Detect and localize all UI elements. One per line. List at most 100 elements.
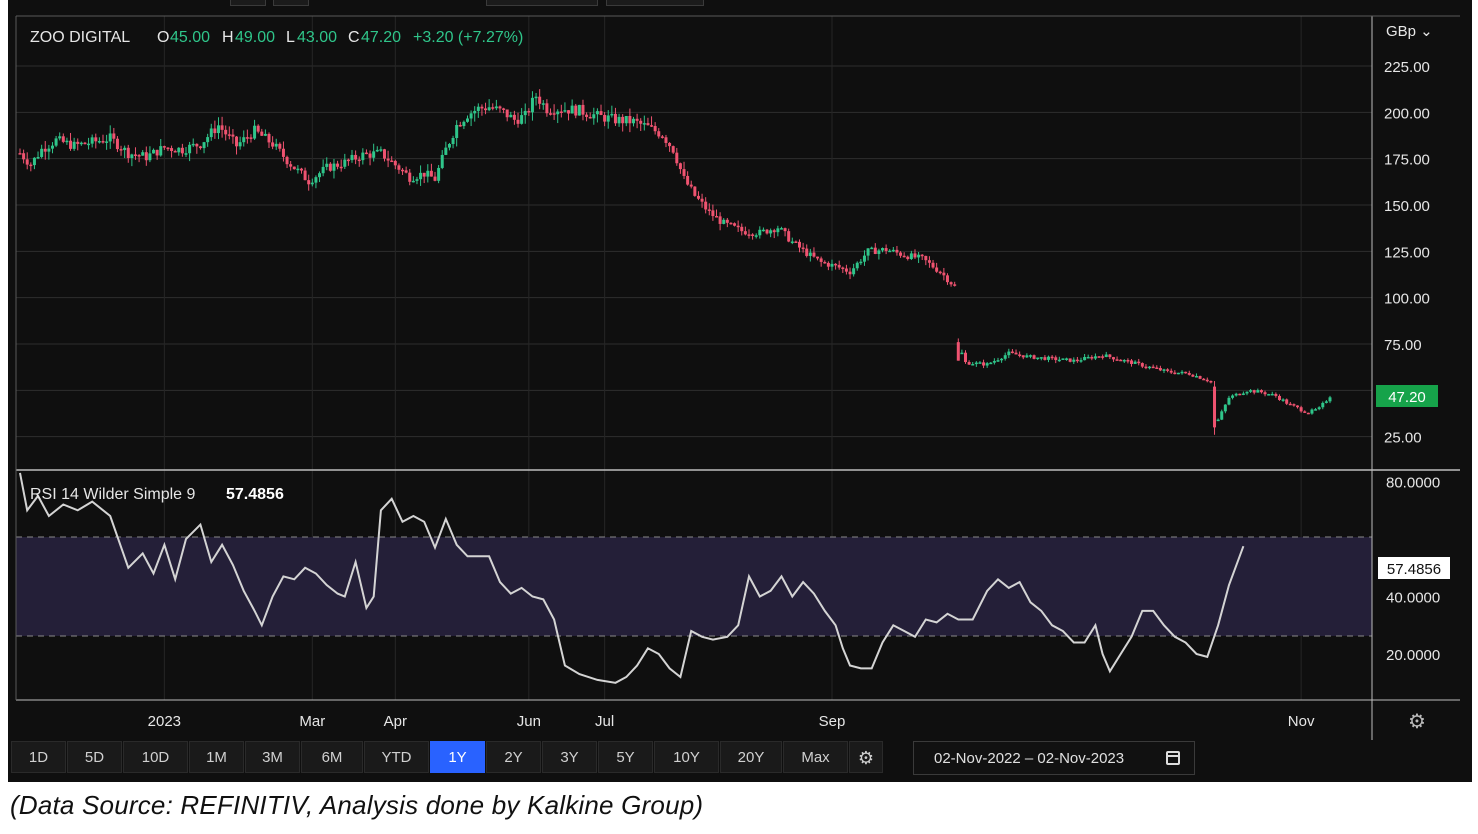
candle-body xyxy=(628,115,632,124)
currency-selector[interactable]: GBp ⌄ xyxy=(1386,22,1433,40)
candle-body xyxy=(743,231,747,235)
candle-body xyxy=(765,229,769,234)
calendar-icon[interactable] xyxy=(1166,751,1180,765)
candle-body xyxy=(675,152,679,164)
candle-body xyxy=(1090,356,1094,359)
chevron-down-icon: ⌄ xyxy=(1416,23,1433,40)
data-source-caption: (Data Source: REFINITIV, Analysis done b… xyxy=(10,790,704,820)
candle-body xyxy=(779,228,783,230)
range-button-ytd[interactable]: YTD xyxy=(364,741,429,773)
candle-body xyxy=(693,186,697,196)
candle-body xyxy=(552,113,556,115)
candle-body xyxy=(563,110,567,112)
candle-body xyxy=(1306,412,1310,415)
rsi-tick-label: 80.0000 xyxy=(1386,475,1440,492)
ohlc-change: +3.20 (+7.27%) xyxy=(413,29,523,46)
candle-body xyxy=(834,263,838,266)
candle-body xyxy=(956,342,960,361)
top-tab[interactable] xyxy=(486,0,598,6)
price-tick-label: 200.00 xyxy=(1384,105,1430,122)
candle-body xyxy=(415,179,419,181)
settings-icon[interactable]: ⚙ xyxy=(1408,711,1426,733)
candle-body xyxy=(29,164,33,167)
candle-body xyxy=(1321,402,1325,408)
range-button-10d[interactable]: 10D xyxy=(123,741,188,773)
candle-body xyxy=(235,136,239,147)
candle-body xyxy=(1119,359,1123,362)
range-button-6m[interactable]: 6M xyxy=(301,741,363,773)
candle-body xyxy=(1267,394,1271,396)
candle-body xyxy=(137,155,141,157)
candle-body xyxy=(642,123,646,125)
candle-body xyxy=(989,362,993,365)
candle-body xyxy=(1025,355,1029,358)
candle-body xyxy=(1241,393,1245,395)
gear-icon[interactable]: ⚙ xyxy=(849,741,883,773)
range-button-2y[interactable]: 2Y xyxy=(486,741,541,773)
candle-body xyxy=(455,124,459,139)
candle-body xyxy=(50,145,54,149)
candle-body xyxy=(440,154,444,168)
candle-body xyxy=(704,201,708,210)
candle-body xyxy=(484,108,488,111)
range-button-3m[interactable]: 3M xyxy=(245,741,300,773)
candle-body xyxy=(1014,352,1018,355)
candle-body xyxy=(502,108,506,110)
candle-body xyxy=(812,252,816,257)
candle-body xyxy=(725,219,729,223)
candle-body xyxy=(180,147,184,154)
candle-body xyxy=(570,105,574,114)
candle-body xyxy=(1057,359,1061,362)
candle-body xyxy=(386,158,390,161)
candle-body xyxy=(429,170,433,177)
range-button-1d[interactable]: 1D xyxy=(11,741,66,773)
candle-body xyxy=(198,146,202,149)
candle-body xyxy=(292,166,296,170)
range-button-20y[interactable]: 20Y xyxy=(720,741,782,773)
candle-body xyxy=(1007,351,1011,356)
date-range-picker[interactable]: 02-Nov-2022 – 02-Nov-2023 xyxy=(913,741,1195,775)
candle-body xyxy=(328,163,332,171)
candle-body xyxy=(862,255,866,262)
candle-body xyxy=(754,235,758,237)
candle-body xyxy=(700,198,704,202)
candle-body xyxy=(357,159,361,162)
candle-body xyxy=(79,142,83,145)
top-tab[interactable] xyxy=(273,0,309,6)
range-button-max[interactable]: Max xyxy=(783,741,848,773)
candle-body xyxy=(556,111,560,115)
candle-body xyxy=(964,352,968,363)
candle-body xyxy=(1249,390,1253,392)
candle-body xyxy=(130,154,134,159)
chart-frame xyxy=(8,0,1472,782)
top-tab[interactable] xyxy=(230,0,266,6)
top-tab[interactable] xyxy=(606,0,704,6)
candle-body xyxy=(1256,390,1260,393)
candle-body xyxy=(581,104,585,115)
candle-body xyxy=(285,156,289,165)
candle-body xyxy=(1317,407,1321,410)
candle-body xyxy=(826,262,830,267)
candle-body xyxy=(1162,369,1166,371)
candle-body xyxy=(473,110,477,114)
candle-body xyxy=(686,175,690,185)
candle-body xyxy=(790,241,794,244)
candle-body xyxy=(938,271,942,274)
candle-body xyxy=(249,137,253,139)
candle-body xyxy=(971,364,975,366)
range-button-10y[interactable]: 10Y xyxy=(654,741,719,773)
candle-body xyxy=(895,249,899,253)
range-button-1y[interactable]: 1Y xyxy=(430,741,485,773)
candle-body xyxy=(808,252,812,256)
range-button-5y[interactable]: 5Y xyxy=(598,741,653,773)
range-button-3y[interactable]: 3Y xyxy=(542,741,597,773)
range-button-5d[interactable]: 5D xyxy=(67,741,122,773)
candle-body xyxy=(1310,409,1314,414)
candle-body xyxy=(689,184,693,187)
candle-body xyxy=(310,182,314,185)
candle-body xyxy=(18,153,22,155)
candle-body xyxy=(671,146,675,153)
range-button-1m[interactable]: 1M xyxy=(189,741,244,773)
candle-body xyxy=(1238,393,1242,396)
